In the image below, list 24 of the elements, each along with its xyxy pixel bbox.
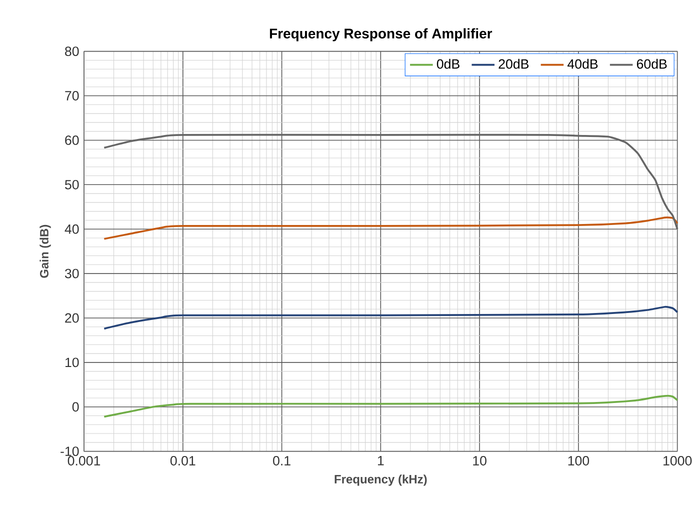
- y-tick-label: 10: [65, 358, 79, 368]
- y-tick-label: -10: [60, 446, 79, 456]
- y-tick-label: 80: [65, 46, 79, 56]
- y-axis-title: Gain (dB): [40, 224, 51, 278]
- y-tick-label: 30: [64, 268, 79, 278]
- legend-label: 0dB: [436, 58, 460, 69]
- chart-title: Frequency Response of Amplifier: [270, 28, 492, 42]
- y-tick-label: 0: [72, 402, 79, 412]
- x-tick-label: 100: [568, 456, 590, 466]
- x-tick-label: 1: [378, 456, 384, 466]
- x-tick-label: 0.001: [68, 456, 100, 466]
- y-tick-label: 70: [65, 91, 79, 100]
- x-tick-label: 1000: [664, 456, 692, 466]
- legend-label: 20dB: [498, 58, 529, 69]
- x-tick-label: 10: [473, 456, 486, 466]
- legend-label: 60dB: [636, 58, 667, 69]
- y-tick-label: 20: [65, 313, 79, 323]
- x-axis-title: Frequency (kHz): [334, 474, 427, 486]
- x-tick-label: 0.01: [170, 456, 196, 466]
- y-tick-label: 50: [65, 180, 79, 190]
- y-tick-label: 40: [64, 224, 79, 234]
- legend-label: 40dB: [568, 58, 598, 69]
- y-tick-label: 60: [65, 136, 79, 145]
- x-tick-label: 0.1: [273, 456, 290, 466]
